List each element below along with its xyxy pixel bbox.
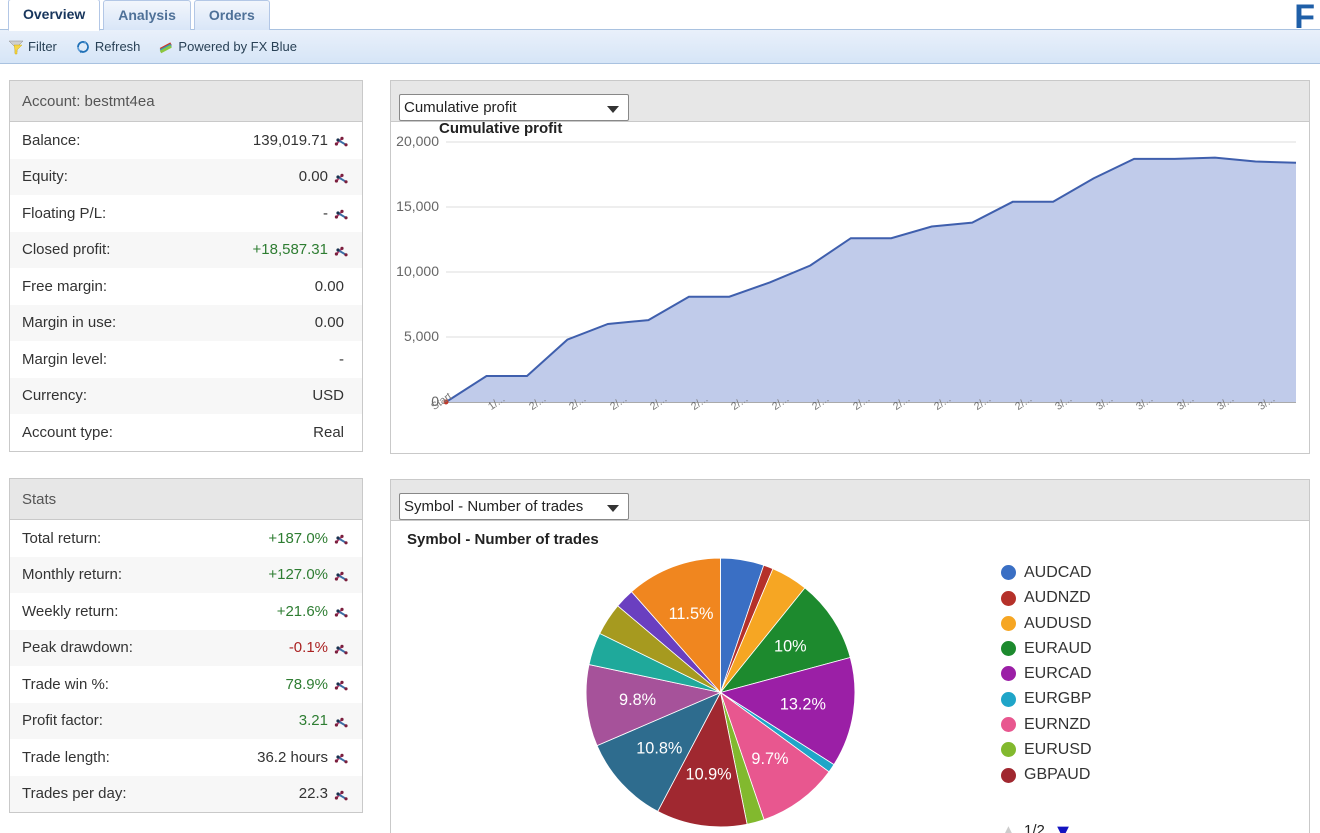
svg-text:9.8%: 9.8% [619, 691, 656, 709]
svg-text:10.9%: 10.9% [686, 765, 732, 783]
svg-text:10%: 10% [774, 637, 807, 655]
svg-text:13.2%: 13.2% [780, 695, 826, 713]
svg-text:10.8%: 10.8% [636, 739, 682, 757]
svg-text:9.7%: 9.7% [751, 750, 788, 768]
svg-text:11.5%: 11.5% [669, 605, 714, 623]
svg-text:Cumulative profit: Cumulative profit [439, 122, 562, 137]
svg-text:5,000: 5,000 [404, 328, 439, 344]
svg-text:10,000: 10,000 [396, 263, 439, 279]
svg-text:20,000: 20,000 [396, 133, 439, 149]
svg-text:15,000: 15,000 [396, 198, 439, 214]
